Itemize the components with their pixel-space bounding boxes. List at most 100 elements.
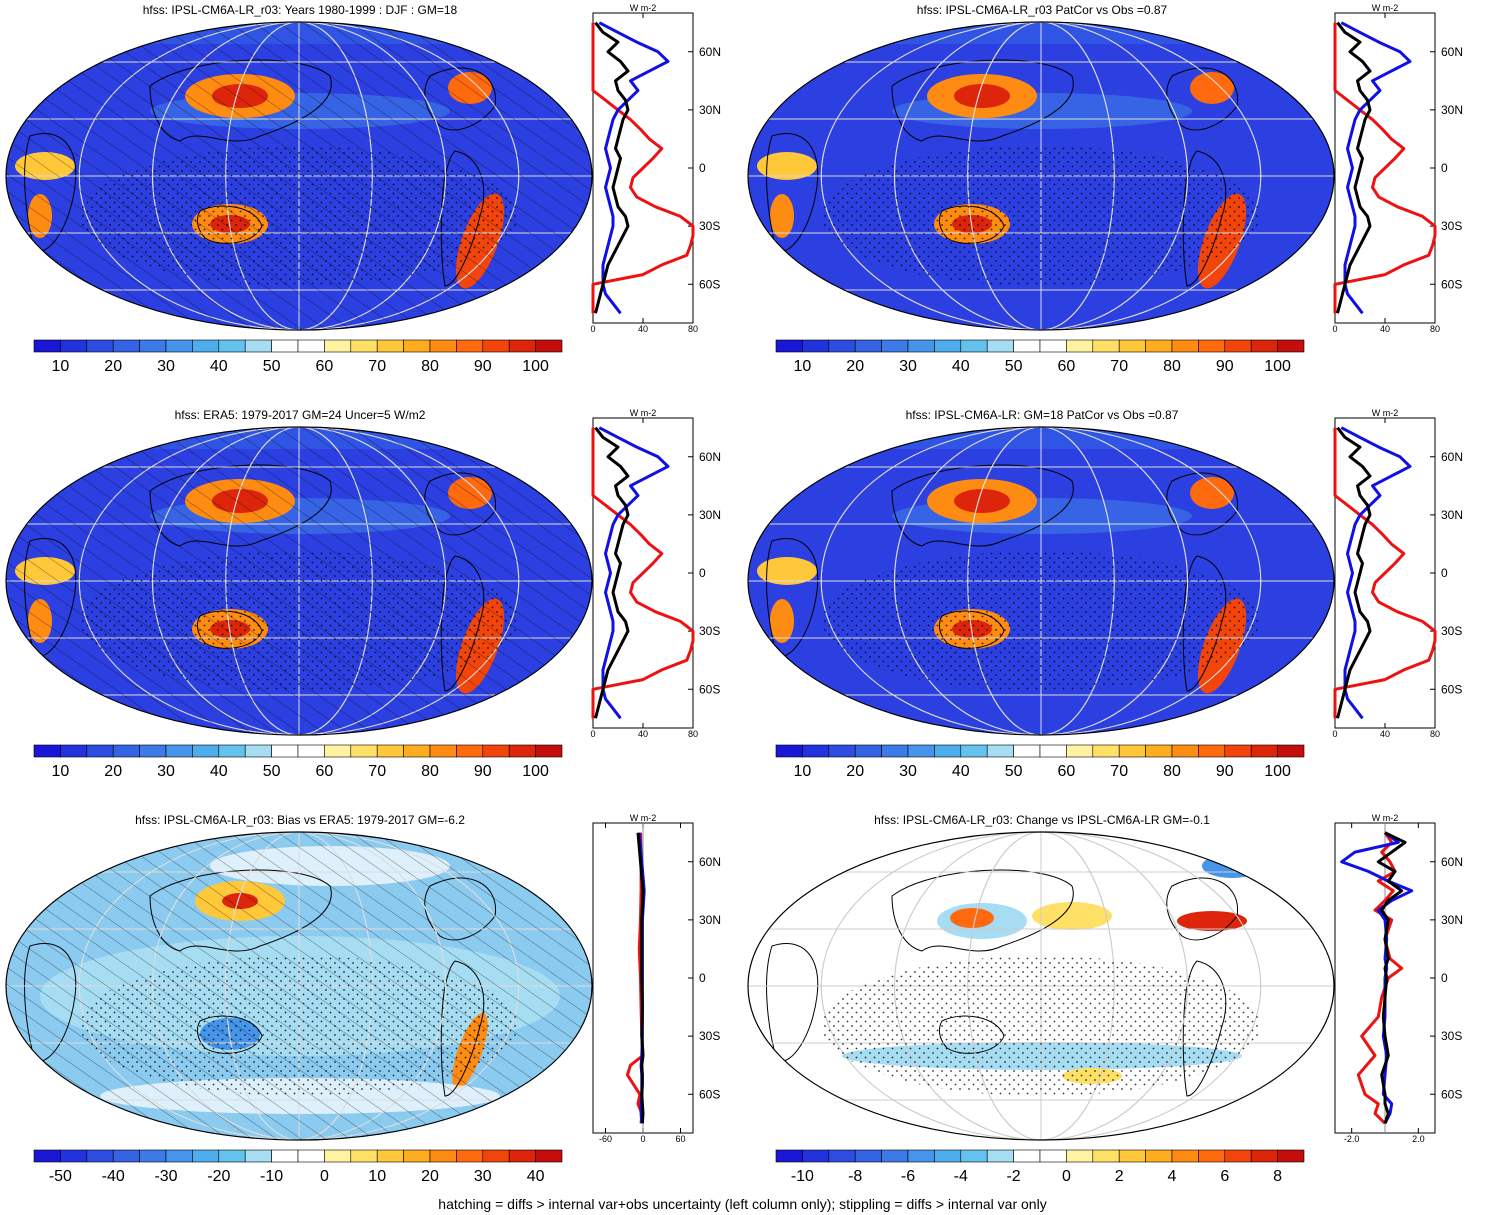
colorbar-label: 40	[210, 358, 228, 375]
zonal-profile-change: W m-2 60N 30N 0 30S 60S -2.0 2.0	[1334, 813, 1463, 1143]
panel-era5: hfss: ERA5: 1979-2017 GM=24 Uncer=5 W/m2…	[0, 405, 742, 810]
profile-x-tick-label: 80	[1430, 729, 1440, 738]
colorbar-swatch	[881, 744, 909, 758]
colorbar-swatch	[482, 744, 510, 758]
colorbar-swatch	[508, 744, 536, 758]
map-title: hfss: IPSL-CM6A-LR_r03: Change vs IPSL-C…	[874, 813, 1210, 827]
profile-x-tick-label: 80	[688, 729, 698, 738]
colorbar-label: 100	[1264, 763, 1291, 780]
colorbar-swatch	[429, 1149, 457, 1163]
lat-tick-label: 30N	[1441, 103, 1463, 117]
lat-tick-label: 60S	[1441, 1087, 1462, 1101]
panel-model-patcor: hfss: IPSL-CM6A-LR_r03 PatCor vs Obs =0.…	[742, 0, 1484, 405]
colorbar-swatch	[881, 339, 909, 353]
colorbar-swatch	[324, 339, 352, 353]
colorbar-label: 80	[1163, 763, 1181, 780]
colorbar-label: 10	[52, 358, 70, 375]
lat-tick-label: 60S	[1441, 682, 1462, 696]
colorbar-swatch	[854, 744, 882, 758]
colorbar-label: 10	[52, 763, 70, 780]
colorbar-label: 100	[522, 763, 549, 780]
colorbar-swatch	[218, 339, 246, 353]
colorbar-swatch	[1013, 744, 1041, 758]
colorbar-label: 100	[1264, 358, 1291, 375]
profile-x-tick-label: 80	[1430, 324, 1440, 333]
lat-tick-label: 60S	[699, 1087, 720, 1101]
profile-line-model	[1376, 831, 1407, 1124]
colorbar-swatch	[986, 1149, 1014, 1163]
colorbar-label: 20	[421, 1168, 439, 1185]
colorbar-label: 60	[316, 358, 334, 375]
profile-line-obs	[598, 21, 670, 315]
colorbar-swatch	[535, 1149, 563, 1163]
colorbar-swatch	[297, 1149, 325, 1163]
lat-tick-label: 30N	[699, 913, 721, 927]
colorbar-label: 30	[157, 763, 175, 780]
colorbar-swatch	[482, 1149, 510, 1163]
colorbar-label: 40	[952, 358, 970, 375]
colorbar-swatch	[1198, 1149, 1226, 1163]
colorbar-change: -10-8-6-4-20246810	[775, 1149, 1305, 1185]
colorbar-swatch	[165, 1149, 193, 1163]
colorbar-label: 10	[794, 763, 812, 780]
colorbar-swatch	[60, 1149, 88, 1163]
panel-change: hfss: IPSL-CM6A-LR_r03: Change vs IPSL-C…	[742, 810, 1484, 1215]
colorbar-label: 20	[846, 763, 864, 780]
map-title: hfss: IPSL-CM6A-LR_r03 PatCor vs Obs =0.…	[916, 3, 1168, 17]
colorbar-swatch	[297, 744, 325, 758]
colorbar-label: -40	[102, 1168, 125, 1185]
lat-tick-label: 60N	[1441, 450, 1463, 464]
profile-x-tick-label: 0	[590, 729, 595, 738]
profile-x-tick-label: 0	[1332, 729, 1337, 738]
colorbar-swatch	[139, 744, 167, 758]
lat-tick-label: 60S	[699, 682, 720, 696]
lat-tick-label: 60S	[699, 277, 720, 291]
colorbar-label: -10	[260, 1168, 283, 1185]
colorbar-swatch	[429, 339, 457, 353]
colorbar-swatch	[934, 339, 962, 353]
colorbar-swatch	[139, 339, 167, 353]
colorbar-swatch	[112, 744, 140, 758]
profile-x-tick-label: 80	[688, 324, 698, 333]
colorbar-label: 100	[522, 358, 549, 375]
colorbar-swatch	[244, 1149, 272, 1163]
colorbar-swatch	[271, 744, 299, 758]
colorbar-label: 70	[368, 763, 386, 780]
colorbar-swatch	[775, 744, 803, 758]
colorbar-swatch	[802, 339, 830, 353]
colorbar-swatch	[854, 339, 882, 353]
colorbar-swatch	[1198, 744, 1226, 758]
lat-tick-label: 0	[699, 566, 706, 580]
colorbar-label: 30	[474, 1168, 492, 1185]
lat-tick-label: 0	[1441, 971, 1448, 985]
colorbar-swatch	[271, 339, 299, 353]
colorbar-swatch	[297, 339, 325, 353]
lat-tick-label: 30N	[1441, 508, 1463, 522]
colorbar-swatch	[508, 1149, 536, 1163]
colorbar-swatch	[218, 1149, 246, 1163]
profile-line-diff	[591, 427, 695, 719]
lat-tick-label: 30S	[1441, 1029, 1462, 1043]
lat-tick-label: 0	[699, 971, 706, 985]
colorbar-swatch	[350, 339, 378, 353]
colorbar-label: 40	[210, 763, 228, 780]
colorbar-swatch	[403, 339, 431, 353]
colorbar-swatch	[775, 1149, 803, 1163]
profile-line-model	[1336, 426, 1372, 719]
map-model-patcor	[747, 21, 1335, 331]
colorbar-swatch	[1198, 339, 1226, 353]
lat-tick-label: 30S	[1441, 624, 1462, 638]
colorbar-label: 90	[474, 763, 492, 780]
colorbar-swatch	[271, 1149, 299, 1163]
colorbar-swatch	[112, 1149, 140, 1163]
colorbar-swatch	[907, 744, 935, 758]
colorbar-swatch	[244, 339, 272, 353]
colorbar-label: 20	[846, 358, 864, 375]
colorbar-swatch	[1013, 1149, 1041, 1163]
lat-tick-label: 30S	[699, 624, 720, 638]
profile-x-tick-label: -2.0	[1344, 1134, 1360, 1143]
profile-x-tick-label: 40	[638, 324, 648, 333]
colorbar-label: 40	[952, 763, 970, 780]
panel-reference-model: hfss: IPSL-CM6A-LR: GM=18 PatCor vs Obs …	[742, 405, 1484, 810]
profile-x-tick-label: 60	[675, 1134, 685, 1143]
